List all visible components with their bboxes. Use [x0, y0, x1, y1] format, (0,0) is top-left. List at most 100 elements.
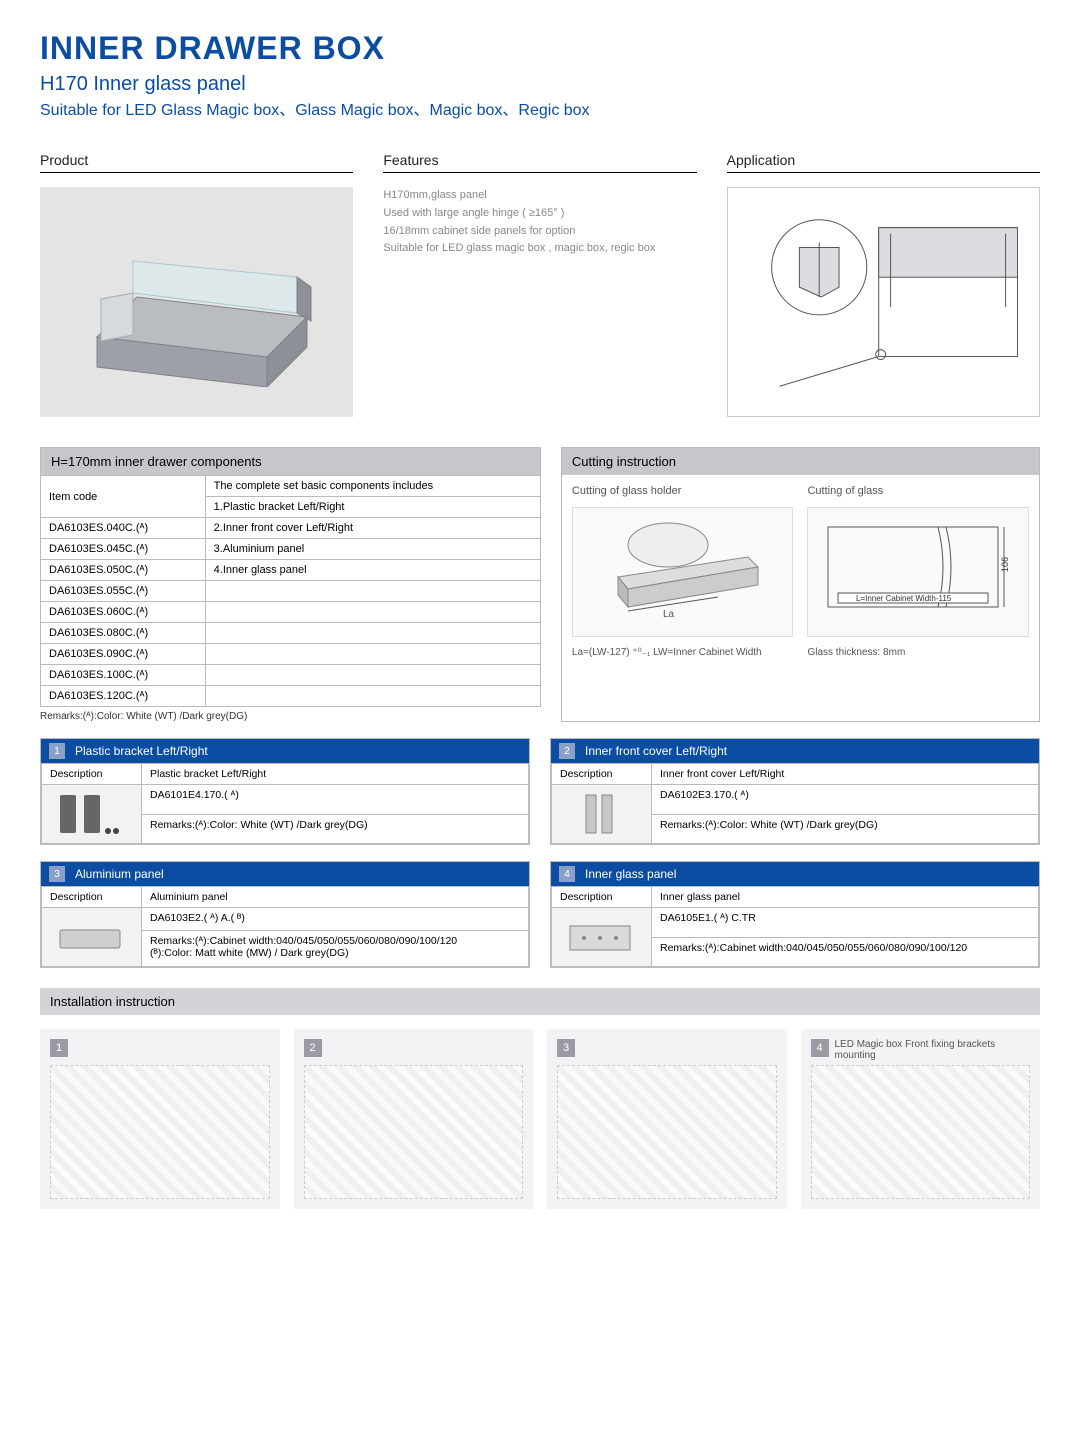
detail-image [552, 908, 652, 967]
detail-code: DA6105E1.( ᴬ) C.TR [652, 908, 1039, 938]
cutting-instruction: Cutting instruction Cutting of glass hol… [561, 447, 1040, 722]
item-code: DA6103ES.050C.(ᴬ) [41, 560, 206, 581]
detail-title: Inner front cover Left/Right [585, 744, 727, 758]
detail-num: 3 [49, 866, 65, 882]
desc-value: Aluminium panel [142, 887, 529, 908]
svg-text:106: 106 [1000, 557, 1010, 572]
step-diagram [557, 1065, 777, 1199]
application-column: Application [727, 152, 1040, 417]
installation-steps: 1 2 3 4 LED Magic box Front fixing brack… [40, 1029, 1040, 1209]
detail-remarks: Remarks:(ᴬ):Cabinet width:040/045/050/05… [652, 937, 1039, 967]
desc-label: Description [552, 764, 652, 785]
include-item: 4.Inner glass panel [205, 560, 540, 581]
components-table-wrapper: H=170mm inner drawer components Item cod… [40, 447, 541, 722]
detail-4: 4 Inner glass panel DescriptionInner gla… [550, 861, 1040, 968]
detail-title: Inner glass panel [585, 867, 676, 881]
cutting-right: Cutting of glass 106 L=Inner Cabinet Wid… [807, 485, 1029, 658]
detail-image [552, 785, 652, 844]
detail-2: 2 Inner front cover Left/Right Descripti… [550, 738, 1040, 845]
components-remarks: Remarks:(ᴬ):Color: White (WT) /Dark grey… [40, 711, 541, 722]
item-code: DA6103ES.100C.(ᴬ) [41, 665, 206, 686]
product-heading: Product [40, 152, 353, 173]
step-num: 3 [557, 1039, 575, 1057]
application-heading: Application [727, 152, 1040, 173]
step-diagram [50, 1065, 270, 1199]
item-code: DA6103ES.120C.(ᴬ) [41, 686, 206, 707]
item-code: DA6103ES.045C.(ᴬ) [41, 539, 206, 560]
drawer-illustration [67, 217, 327, 387]
step-num: 1 [50, 1039, 68, 1057]
product-image [40, 187, 353, 417]
installation-title: Installation instruction [40, 988, 1040, 1015]
desc-value: Inner glass panel [652, 887, 1039, 908]
detail-code: DA6102E3.170.( ᴬ) [652, 785, 1039, 815]
detail-title: Aluminium panel [75, 867, 164, 881]
detail-num: 2 [559, 743, 575, 759]
page-title: INNER DRAWER BOX [40, 30, 1040, 67]
item-code: DA6103ES.090C.(ᴬ) [41, 644, 206, 665]
item-code: DA6103ES.040C.(ᴬ) [41, 518, 206, 539]
detail-code: DA6103E2.( ᴬ) A.( ᴮ) [142, 908, 529, 931]
svg-text:L=Inner Cabinet Width-115: L=Inner Cabinet Width-115 [856, 594, 952, 603]
top-columns: Product Features H170mm,glass panel Used… [40, 152, 1040, 417]
item-code: DA6103ES.060C.(ᴬ) [41, 602, 206, 623]
detail-1: 1 Plastic bracket Left/Right Description… [40, 738, 530, 845]
product-column: Product [40, 152, 353, 417]
detail-remarks: Remarks:(ᴬ):Color: White (WT) /Dark grey… [142, 814, 529, 844]
include-item: 1.Plastic bracket Left/Right [205, 497, 540, 518]
detail-title: Plastic bracket Left/Right [75, 744, 208, 758]
detail-image [42, 785, 142, 844]
install-step-2: 2 [294, 1029, 534, 1209]
cutting-left: Cutting of glass holder La La=(LW-127) ⁺… [572, 485, 794, 658]
detail-row-2: 3 Aluminium panel DescriptionAluminium p… [40, 861, 1040, 968]
feature-line: Used with large angle hinge ( ≥165° ) [383, 205, 696, 223]
step-diagram [304, 1065, 524, 1199]
desc-value: Inner front cover Left/Right [652, 764, 1039, 785]
detail-code: DA6101E4.170.( ᴬ) [142, 785, 529, 815]
detail-remarks: Remarks:(ᴬ):Color: White (WT) /Dark grey… [652, 814, 1039, 844]
mid-row: H=170mm inner drawer components Item cod… [40, 447, 1040, 722]
detail-3: 3 Aluminium panel DescriptionAluminium p… [40, 861, 530, 968]
cut-left-footer: La=(LW-127) ⁺⁰₋₁ LW=Inner Cabinet Width [572, 647, 794, 658]
components-table: Item code The complete set basic compone… [40, 475, 541, 707]
cut-right-footer: Glass thickness: 8mm [807, 647, 1029, 658]
step-diagram [811, 1065, 1031, 1199]
step-num: 2 [304, 1039, 322, 1057]
item-code: DA6103ES.080C.(ᴬ) [41, 623, 206, 644]
features-column: Features H170mm,glass panel Used with la… [383, 152, 696, 417]
feature-line: 16/18mm cabinet side panels for option [383, 223, 696, 241]
detail-num: 4 [559, 866, 575, 882]
desc-label: Description [42, 887, 142, 908]
detail-num: 1 [49, 743, 65, 759]
install-step-3: 3 [547, 1029, 787, 1209]
features-heading: Features [383, 152, 696, 173]
cut-left-label: Cutting of glass holder [572, 485, 794, 497]
features-list: H170mm,glass panel Used with large angle… [383, 187, 696, 257]
desc-label: Description [552, 887, 652, 908]
desc-label: Description [42, 764, 142, 785]
item-code: DA6103ES.055C.(ᴬ) [41, 581, 206, 602]
install-step-4: 4 LED Magic box Front fixing brackets mo… [801, 1029, 1041, 1209]
feature-line: H170mm,glass panel [383, 187, 696, 205]
include-item: 3.Aluminium panel [205, 539, 540, 560]
detail-row-1: 1 Plastic bracket Left/Right Description… [40, 738, 1040, 845]
include-item: 2.Inner front cover Left/Right [205, 518, 540, 539]
desc-value: Plastic bracket Left/Right [142, 764, 529, 785]
svg-text:La: La [663, 609, 675, 620]
cut-right-label: Cutting of glass [807, 485, 1029, 497]
components-title: H=170mm inner drawer components [40, 447, 541, 475]
page-subtitle: H170 Inner glass panel [40, 73, 1040, 96]
step-label: LED Magic box Front fixing brackets moun… [835, 1039, 1033, 1061]
step-num: 4 [811, 1039, 829, 1057]
cutting-title: Cutting instruction [562, 448, 1039, 475]
detail-image [42, 908, 142, 967]
col2-header: The complete set basic components includ… [205, 476, 540, 497]
col1-header: Item code [41, 476, 206, 518]
detail-remarks: Remarks:(ᴬ):Cabinet width:040/045/050/05… [142, 931, 529, 967]
application-diagram [727, 187, 1040, 417]
suitable-text: Suitable for LED Glass Magic box、Glass M… [40, 100, 1040, 122]
feature-line: Suitable for LED glass magic box , magic… [383, 240, 696, 258]
cut-left-diagram: La [572, 507, 794, 637]
install-step-1: 1 [40, 1029, 280, 1209]
cut-right-diagram: 106 L=Inner Cabinet Width-115 [807, 507, 1029, 637]
